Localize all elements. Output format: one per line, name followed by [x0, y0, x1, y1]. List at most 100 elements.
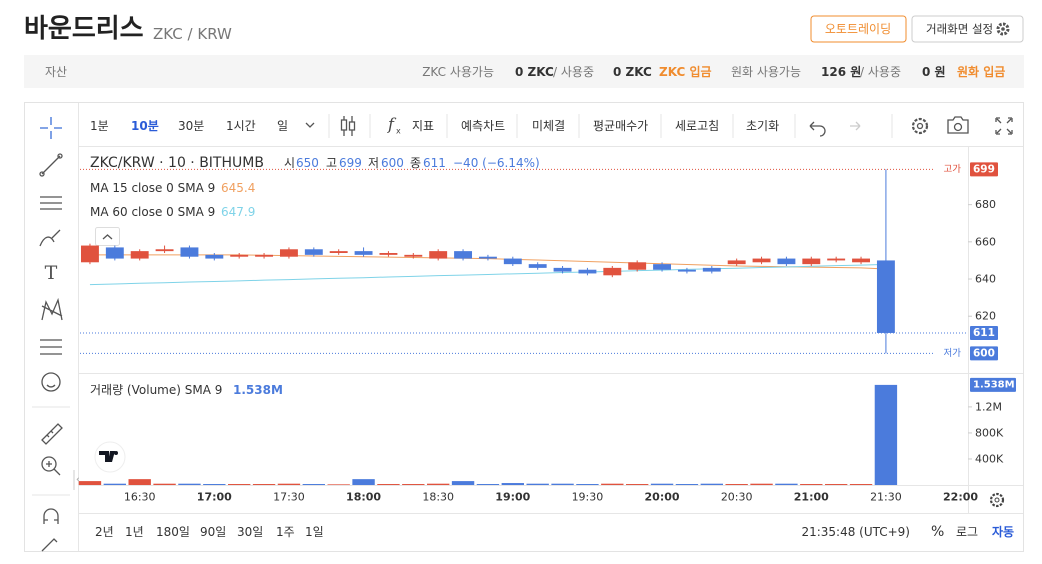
svg-text:‹: ‹	[76, 475, 80, 485]
autotrade-label[interactable]: 오토트레이딩	[825, 22, 891, 36]
asset-bar	[24, 55, 1024, 88]
range[interactable]: 2년	[95, 525, 114, 539]
x-tick-label: 20:00	[645, 491, 680, 504]
ohlc-value: 650	[296, 156, 319, 170]
candle-body	[603, 267, 622, 276]
candle-body	[130, 251, 149, 259]
candle-body	[677, 269, 696, 272]
fx-sub[interactable]: x	[396, 127, 401, 136]
tool[interactable]: 세로고침	[675, 119, 719, 133]
volume-tick-label: 1.2M	[975, 400, 1002, 413]
asset-in-use: 0 ZKC	[613, 65, 652, 79]
range[interactable]: 1년	[125, 525, 144, 539]
x-tick-label: 19:30	[572, 491, 604, 504]
volume-tag-label: 1.538M	[973, 379, 1015, 390]
low-label: 저가	[944, 348, 962, 359]
range[interactable]: 1주	[276, 525, 295, 539]
volume-bar	[203, 484, 226, 485]
interval-active[interactable]: 10분	[131, 119, 159, 133]
volume-bar	[426, 483, 450, 485]
auto-option[interactable]: 자동	[992, 524, 1014, 539]
volume-bar	[252, 484, 276, 485]
x-tick-label: 21:00	[794, 491, 829, 504]
candle-body	[379, 252, 398, 255]
volume-bar	[327, 484, 350, 485]
fx-icon[interactable]: f	[387, 115, 397, 134]
candle-body	[478, 256, 497, 259]
interval[interactable]: 1시간	[226, 119, 256, 133]
candle-body	[155, 249, 174, 252]
volume-tick-label: 400K	[975, 452, 1004, 465]
range[interactable]: 30일	[237, 525, 263, 539]
log-option[interactable]: 로그	[956, 525, 978, 539]
asset-in-use: 0 원	[922, 65, 946, 79]
deposit-link[interactable]: ZKC 입금	[659, 65, 712, 79]
change: −40 (−6.14%)	[453, 156, 540, 170]
range[interactable]: 90일	[200, 525, 226, 539]
chart-frame	[24, 102, 1024, 552]
volume-bar	[750, 483, 773, 485]
candle-body	[255, 254, 274, 257]
top-toolbar[interactable]: 1분 10분 30분 1시간 일 f x 지표 예측차트 미체결 평균매수가 세…	[90, 114, 1013, 138]
ma-name: MA 15 close 0 SMA 9	[90, 181, 215, 195]
candle-body	[404, 254, 423, 257]
range[interactable]: 180일	[156, 525, 190, 539]
asset-available: 0 ZKC	[515, 65, 554, 79]
tool[interactable]: 지표	[412, 119, 434, 133]
autotrade-button[interactable]	[810, 15, 907, 43]
settings-label[interactable]: 거래화면 설정	[926, 22, 993, 36]
candle-body	[628, 262, 647, 270]
price-tag-label: 699	[973, 163, 995, 175]
volume-bar	[402, 484, 425, 485]
candle-body	[852, 258, 870, 263]
x-tick-label: 18:30	[422, 491, 454, 504]
collapse-icon[interactable]	[102, 234, 113, 240]
volume-bar	[675, 484, 699, 485]
volume-bar	[228, 484, 251, 485]
percent-option[interactable]: %	[931, 524, 944, 540]
ma-value: 647.9	[221, 205, 255, 219]
deposit-link[interactable]: 원화 입금	[957, 64, 1005, 79]
settings-button[interactable]	[911, 15, 1024, 43]
tool[interactable]: 미체결	[532, 119, 565, 133]
volume-bar	[377, 484, 400, 485]
volume-bar	[153, 483, 176, 485]
axis-settings[interactable]	[989, 492, 1005, 508]
volume-bar	[103, 483, 127, 485]
collapse-button[interactable]	[95, 227, 120, 246]
volume-tick-label: 800K	[975, 426, 1004, 439]
x-tick-label: 16:30	[124, 491, 156, 504]
volume-bar	[451, 481, 475, 485]
candle-body	[727, 260, 746, 265]
tool[interactable]: 평균매수가	[593, 119, 648, 133]
range[interactable]: 1일	[305, 525, 324, 539]
tool[interactable]: 초기화	[746, 119, 779, 133]
volume-bar	[849, 484, 873, 485]
candle-body	[802, 258, 821, 265]
candle-body	[827, 258, 846, 261]
ohlc-label: 시	[284, 156, 295, 170]
interval[interactable]: 일	[277, 119, 288, 133]
pair: ZKC / KRW	[153, 25, 232, 43]
candle-body	[329, 251, 348, 253]
asset-available: 126 원	[821, 65, 861, 79]
volume-tag	[970, 377, 1016, 392]
candle-body	[653, 264, 672, 270]
candle-body	[528, 264, 547, 268]
ohlc-label: 고	[326, 156, 337, 170]
gear-icon[interactable]	[996, 22, 1010, 36]
text-tool[interactable]: T	[45, 262, 58, 284]
price-tag-label: 611	[973, 327, 995, 339]
volume-bar	[277, 483, 301, 485]
y-tick-label: 640	[975, 273, 996, 286]
candle-body	[578, 269, 597, 274]
interval[interactable]: 1분	[90, 119, 109, 133]
volume-bar	[576, 484, 599, 485]
drawing-tools[interactable]: T ‹	[32, 117, 80, 552]
ma-name: MA 60 close 0 SMA 9	[90, 205, 215, 219]
tool[interactable]: 예측차트	[461, 119, 505, 133]
asset-label: 자산	[45, 65, 67, 79]
candle-body	[354, 251, 373, 255]
interval[interactable]: 30분	[178, 119, 204, 133]
volume-bar	[78, 481, 102, 485]
